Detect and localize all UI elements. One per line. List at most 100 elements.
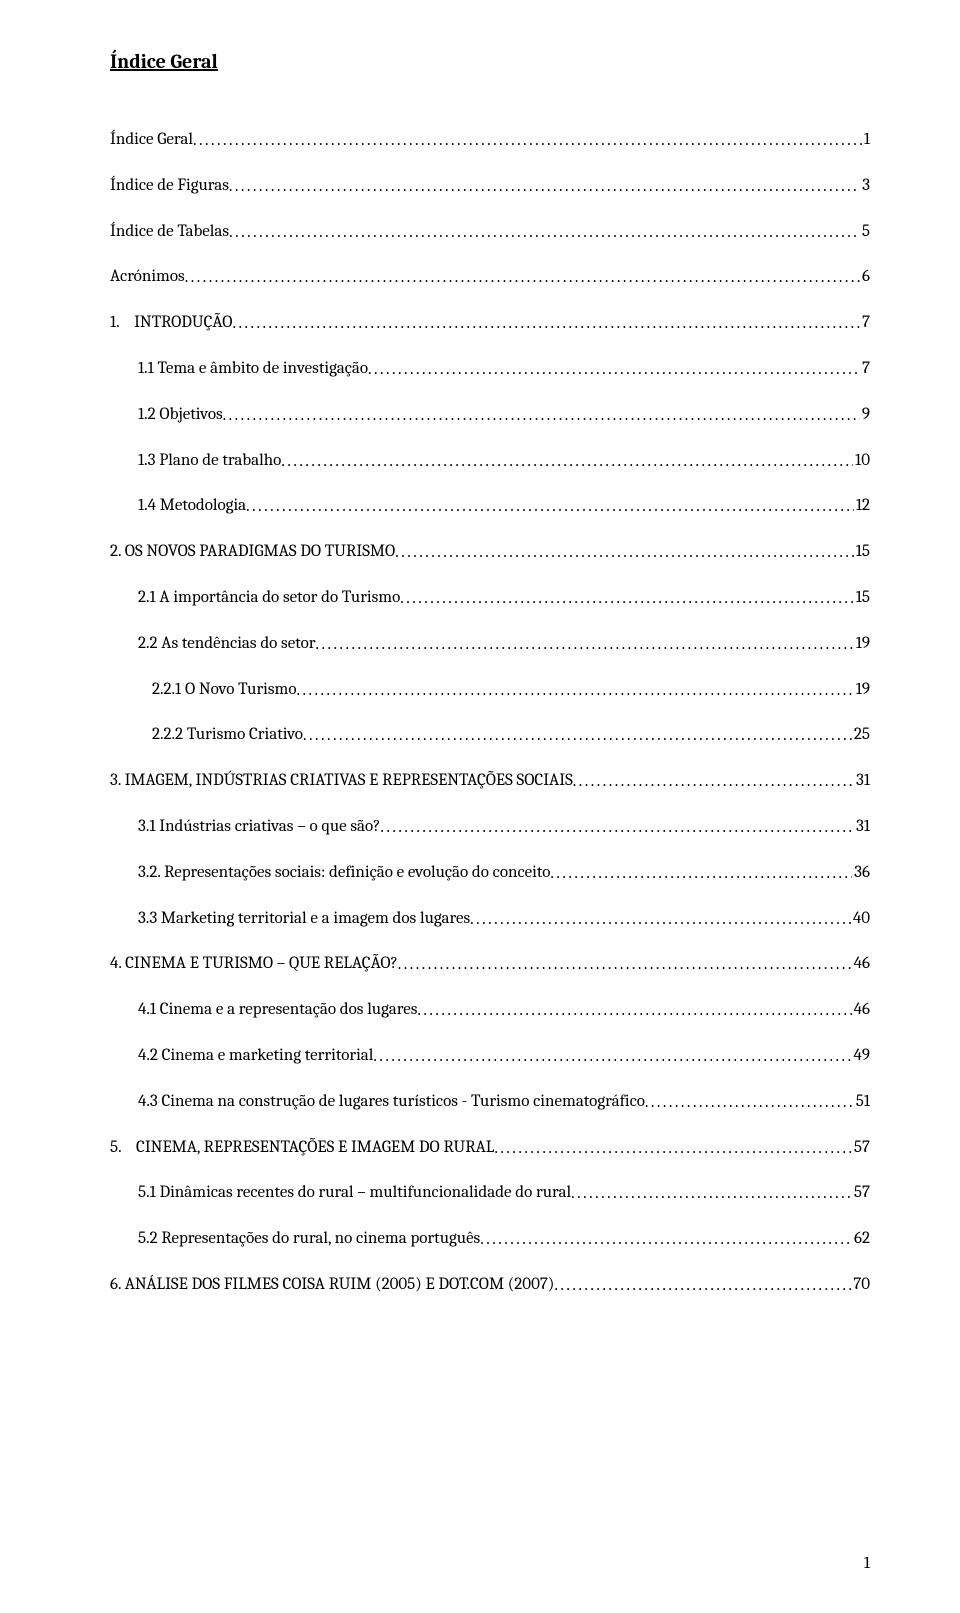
toc-leader-dots — [303, 724, 852, 748]
toc-leader-dots — [223, 404, 860, 428]
toc-entry-page: 15 — [854, 586, 870, 610]
toc-entry: 4. CINEMA E TURISMO – QUE RELAÇÃO? 46 — [110, 952, 870, 976]
toc-entry-page: 46 — [852, 952, 870, 976]
toc-entry-page: 49 — [852, 1044, 871, 1068]
toc-leader-dots — [193, 129, 862, 153]
toc-entry: 5.1 Dinâmicas recentes do rural – multif… — [110, 1181, 870, 1205]
toc-entry-page: 15 — [854, 540, 870, 564]
toc-entry-label: 3.3 Marketing territorial e a imagem dos… — [110, 907, 470, 931]
toc-entry: 3. IMAGEM, INDÚSTRIAS CRIATIVAS E REPRES… — [110, 769, 870, 793]
toc-entry-label: 4.2 Cinema e marketing territorial — [110, 1044, 373, 1068]
toc-entry: Índice de Tabelas5 — [110, 220, 870, 244]
toc-entry-label: 5.2 Representações do rural, no cinema p… — [110, 1227, 480, 1251]
toc-leader-dots — [645, 1091, 854, 1115]
toc-leader-dots — [494, 1137, 852, 1161]
page-number: 1 — [864, 1554, 870, 1573]
toc-leader-dots — [470, 908, 851, 932]
toc-leader-dots — [281, 450, 853, 474]
toc-entry-label: 4. CINEMA E TURISMO – QUE RELAÇÃO? — [110, 952, 398, 976]
toc-entry: 3.2. Representações sociais: definição e… — [110, 861, 870, 885]
toc-leader-dots — [395, 541, 854, 565]
toc-entry-page: 62 — [852, 1227, 870, 1251]
toc-entry: 2.2.1 O Novo Turismo 19 — [110, 678, 870, 702]
toc-leader-dots — [550, 862, 852, 886]
toc-leader-dots — [185, 266, 860, 290]
toc-entry-label: 2.1 A importância do setor do Turismo — [110, 586, 400, 610]
toc-entry-page: 19 — [854, 632, 870, 656]
toc-entry-label: 2.2.1 O Novo Turismo — [110, 678, 297, 702]
toc-entry-page: 1 — [862, 128, 870, 152]
toc-entry-label: Acrónimos — [110, 265, 185, 289]
toc-leader-dots — [297, 679, 854, 703]
toc-leader-dots — [232, 312, 860, 336]
toc-entry: 5.2 Representações do rural, no cinema p… — [110, 1227, 870, 1251]
toc-entry-page: 7 — [860, 311, 870, 335]
toc-entry: 1. INTRODUÇÃO 7 — [110, 311, 870, 335]
toc-entry-label: 1.2 Objetivos — [110, 403, 223, 427]
toc-entry-label: 4.3 Cinema na construção de lugares turí… — [110, 1090, 645, 1114]
toc-entry: 6. ANÁLISE DOS FILMES COISA RUIM (2005) … — [110, 1273, 870, 1297]
toc-entry: 2.1 A importância do setor do Turismo 15 — [110, 586, 870, 610]
toc-entry-page: 36 — [852, 861, 870, 885]
toc-leader-dots — [573, 770, 854, 794]
toc-leader-dots — [554, 1274, 851, 1298]
toc-entry: 1.4 Metodologia 12 — [110, 494, 870, 518]
toc-entry: Índice de Figuras 3 — [110, 174, 870, 198]
toc-entry-label: 3. IMAGEM, INDÚSTRIAS CRIATIVAS E REPRES… — [110, 769, 573, 793]
toc-entry-page: 25 — [852, 723, 870, 747]
toc-entry-label: 2.2.2 Turismo Criativo — [110, 723, 303, 747]
toc-entry-page: 9 — [860, 403, 870, 427]
toc-entry-page: 12 — [854, 494, 870, 518]
toc-leader-dots — [571, 1182, 852, 1206]
toc-entry-page: 3 — [860, 174, 870, 198]
toc-entry-label: 5. CINEMA, REPRESENTAÇÕES E IMAGEM DO RU… — [110, 1136, 494, 1160]
toc-entry: 4.1 Cinema e a representação dos lugares… — [110, 998, 870, 1022]
toc-entry-label: Índice Geral — [110, 128, 193, 152]
toc-entry: 4.3 Cinema na construção de lugares turí… — [110, 1090, 870, 1114]
toc-entry-label: Índice de Figuras — [110, 174, 229, 198]
toc-leader-dots — [480, 1228, 852, 1252]
toc-leader-dots — [229, 221, 860, 245]
toc-entry-page: 7 — [860, 357, 870, 381]
toc-entry: 1.3 Plano de trabalho 10 — [110, 449, 870, 473]
toc-entry: 1.2 Objetivos 9 — [110, 403, 870, 427]
toc-leader-dots — [398, 953, 852, 977]
toc-entry-label: 1. INTRODUÇÃO — [110, 311, 232, 335]
toc-entry: 5. CINEMA, REPRESENTAÇÕES E IMAGEM DO RU… — [110, 1136, 870, 1160]
toc-entry-label: 1.3 Plano de trabalho — [110, 449, 281, 473]
toc-entry-label: 1.1 Tema e âmbito de investigação — [110, 357, 368, 381]
toc-leader-dots — [229, 175, 860, 199]
toc-entry: Acrónimos 6 — [110, 265, 870, 289]
toc-entry-page: 6 — [860, 265, 870, 289]
toc-entry-page: 10 — [853, 449, 870, 473]
toc-entry-page: 57 — [852, 1181, 870, 1205]
toc-entry-page: 70 — [851, 1273, 870, 1297]
toc-entry: 3.1 Indústrias criativas – o que são? 31 — [110, 815, 870, 839]
toc-entry: 2.2.2 Turismo Criativo 25 — [110, 723, 870, 747]
toc-entry-label: 3.2. Representações sociais: definição e… — [110, 861, 550, 885]
toc-entry: 4.2 Cinema e marketing territorial 49 — [110, 1044, 870, 1068]
toc-entry-label: 3.1 Indústrias criativas – o que são? — [110, 815, 380, 839]
toc-leader-dots — [373, 1045, 851, 1069]
toc-entry-page: 51 — [854, 1090, 870, 1114]
toc-leader-dots — [315, 633, 853, 657]
toc-leader-dots — [246, 495, 854, 519]
toc-entry: 2.2 As tendências do setor 19 — [110, 632, 870, 656]
toc-entry-page: 57 — [852, 1136, 870, 1160]
toc-entry: 3.3 Marketing territorial e a imagem dos… — [110, 907, 870, 931]
toc-entry-page: 40 — [851, 907, 870, 931]
toc-entry-page: 46 — [852, 998, 870, 1022]
toc-entry-page: 19 — [854, 678, 870, 702]
toc-entry-label: 1.4 Metodologia — [110, 494, 246, 518]
toc-entry-label: Índice de Tabelas — [110, 220, 229, 244]
toc-entry-page: 31 — [854, 815, 870, 839]
toc-leader-dots — [400, 587, 853, 611]
toc-leader-dots — [368, 358, 860, 382]
toc-entry-label: 5.1 Dinâmicas recentes do rural – multif… — [110, 1181, 571, 1205]
toc-entry-label: 2.2 As tendências do setor — [110, 632, 315, 656]
table-of-contents: Índice Geral1Índice de Figuras3Índice de… — [110, 128, 870, 1297]
toc-entry-page: 31 — [854, 769, 870, 793]
toc-entry: Índice Geral 1 — [110, 128, 870, 152]
toc-entry: 1.1 Tema e âmbito de investigação 7 — [110, 357, 870, 381]
toc-entry-label: 6. ANÁLISE DOS FILMES COISA RUIM (2005) … — [110, 1273, 554, 1297]
